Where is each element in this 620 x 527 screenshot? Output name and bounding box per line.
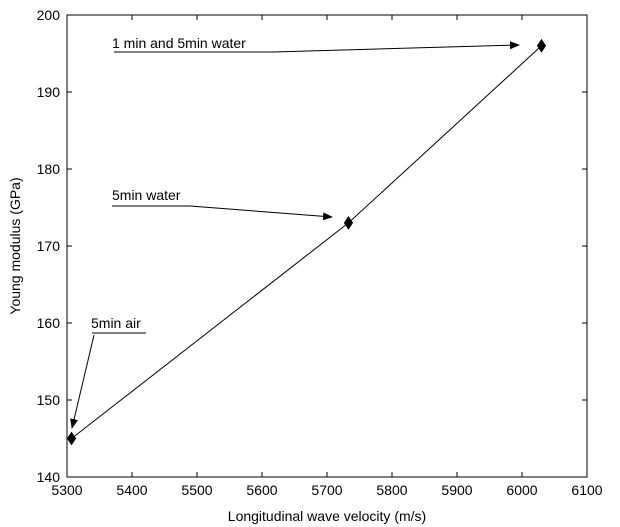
data-point-3 xyxy=(536,38,547,53)
x-tick-label: 5900 xyxy=(441,482,472,498)
y-tick-label: 190 xyxy=(37,84,61,100)
x-tick-label: 5400 xyxy=(116,482,147,498)
plot-area xyxy=(66,14,588,478)
y-axis-ticks: 140 150 160 170 180 190 200 xyxy=(37,7,587,485)
y-tick-label: 200 xyxy=(37,7,61,23)
data-point-1 xyxy=(66,431,77,446)
x-tick-label: 5800 xyxy=(376,482,407,498)
y-axis-label: Young modulus (GPa) xyxy=(7,177,23,314)
x-tick-label: 5500 xyxy=(181,482,212,498)
annotation-text-1: 1 min and 5min water xyxy=(112,35,246,51)
x-tick-label: 6000 xyxy=(506,482,537,498)
annotation-arrow-1 xyxy=(272,41,520,53)
y-tick-label: 150 xyxy=(37,392,61,408)
y-tick-label: 140 xyxy=(37,469,61,485)
annotation-text-2: 5min water xyxy=(112,187,181,203)
y-tick-label: 170 xyxy=(37,238,61,254)
x-tick-label: 5300 xyxy=(51,482,82,498)
annotation-arrow-2 xyxy=(189,205,333,221)
x-axis-ticks: 5300 5400 5500 5600 5700 5800 5900 6000 6100 xyxy=(51,15,603,498)
y-tick-label: 180 xyxy=(37,161,61,177)
x-tick-label: 5700 xyxy=(311,482,342,498)
data-point-2 xyxy=(343,215,354,230)
x-tick-label: 6100 xyxy=(571,482,602,498)
annotation-text-3: 5min air xyxy=(91,315,141,331)
y-tick-label: 160 xyxy=(37,315,61,331)
annotation-arrow-3 xyxy=(70,334,95,429)
x-axis-label: Longitudinal wave velocity (m/s) xyxy=(228,508,426,524)
x-tick-label: 5600 xyxy=(246,482,277,498)
series-markers xyxy=(66,38,547,446)
